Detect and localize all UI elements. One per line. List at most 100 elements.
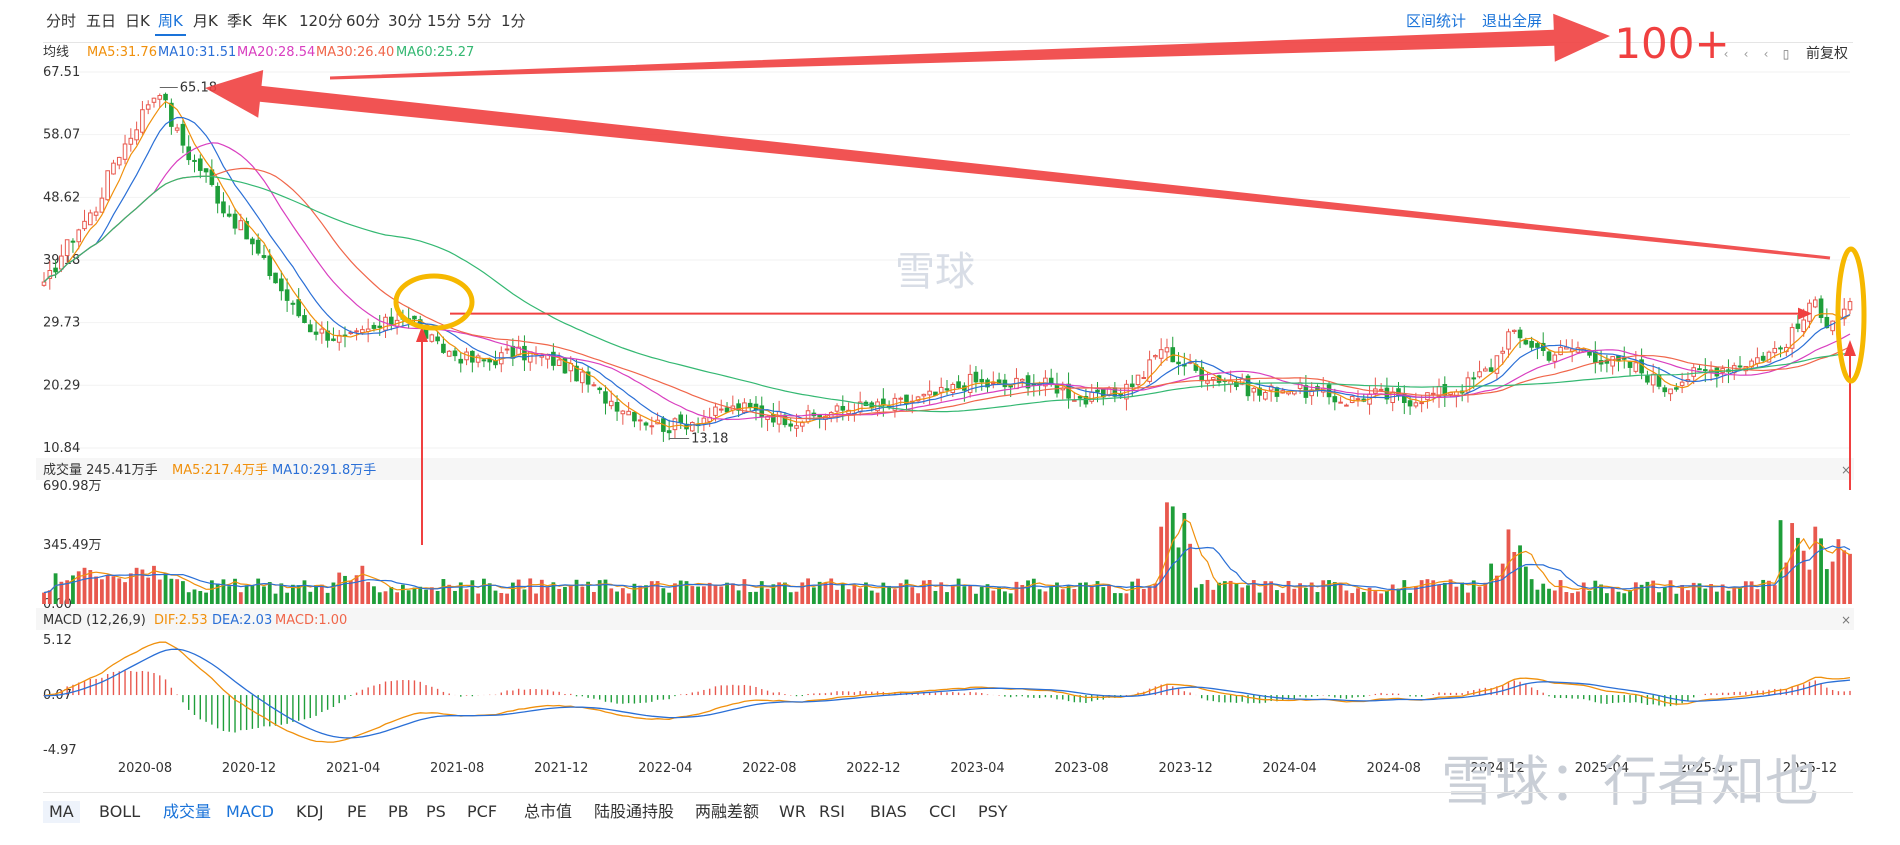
candle-body <box>938 386 944 393</box>
period-tab-6[interactable]: 年K <box>262 12 287 30</box>
volume-bar <box>487 583 492 604</box>
indicator-tab-1[interactable]: BOLL <box>99 802 141 821</box>
volume-bar <box>1147 586 1152 604</box>
volume-bar <box>1495 575 1499 604</box>
volume-bar <box>1043 591 1048 604</box>
candle-body <box>481 359 487 362</box>
volume-bar <box>783 582 787 604</box>
indicator-tab-8[interactable]: PCF <box>467 802 498 821</box>
volume-bar <box>1796 537 1800 604</box>
period-tab-4[interactable]: 月K <box>193 12 218 30</box>
volume-bar <box>1408 592 1412 604</box>
candle-body <box>1506 331 1511 350</box>
period-tab-5[interactable]: 季K <box>227 12 252 30</box>
volume-bar <box>1529 579 1534 604</box>
volume-bar <box>771 584 776 604</box>
candle-body <box>921 393 927 397</box>
candle-body <box>834 405 840 412</box>
price-panel: 均线 MA5:31.76 MA10:31.51 MA20:28.54 MA30:26.4… <box>41 45 1853 456</box>
volume-bar <box>950 585 955 604</box>
volume-bar <box>1749 581 1754 604</box>
high-label: 65.18 <box>180 80 217 95</box>
volume-bar <box>1506 529 1511 604</box>
volume-bar <box>638 585 643 604</box>
candle-body <box>1332 396 1338 403</box>
volume-bar <box>65 580 70 604</box>
indicator-tab-12[interactable]: WR <box>779 802 806 821</box>
candle-body <box>724 407 730 413</box>
volume-bar <box>510 582 515 604</box>
candle-body <box>556 359 562 366</box>
x-tick-label: 2024-12 <box>1471 761 1525 776</box>
volume-bar <box>140 569 145 604</box>
period-tab-9[interactable]: 30分 <box>388 12 423 30</box>
period-tab-7[interactable]: 120分 <box>299 12 343 30</box>
indicator-tab-15[interactable]: CCI <box>929 802 957 821</box>
candle-body <box>666 430 672 434</box>
volume-bar <box>1547 588 1551 604</box>
ma-line-ma5 <box>43 100 1851 428</box>
period-tab-8[interactable]: 60分 <box>346 12 381 30</box>
candle-body <box>1812 299 1818 308</box>
red-arrow-to-high <box>205 70 1831 260</box>
indicator-tab-5[interactable]: PE <box>347 802 367 821</box>
volume-bar <box>921 580 926 604</box>
period-tab-1[interactable]: 五日 <box>86 12 117 30</box>
candle-body <box>904 394 909 405</box>
volume-bar <box>1842 550 1847 604</box>
indicator-tab-4[interactable]: KDJ <box>296 802 324 821</box>
x-tick-label: 2024-04 <box>1263 761 1317 776</box>
x-tick-label: 2020-08 <box>118 761 172 776</box>
volume-bar <box>1413 586 1418 604</box>
indicator-tab-10[interactable]: 陆股通持股 <box>594 802 675 821</box>
candle-body <box>1789 327 1795 349</box>
candle-body <box>377 325 383 328</box>
volume-bar <box>835 589 839 604</box>
indicator-tab-0[interactable]: MA <box>43 801 80 823</box>
x-tick-label: 2025-12 <box>1783 761 1837 776</box>
candle-body <box>140 109 145 133</box>
interval-stats-link[interactable]: 区间统计 <box>1406 12 1467 30</box>
volume-y-tick: 345.49万 <box>43 538 102 553</box>
candle-body <box>192 159 197 162</box>
period-tab-11[interactable]: 5分 <box>467 12 492 30</box>
indicator-tab-6[interactable]: PB <box>388 802 409 821</box>
indicator-tab-14[interactable]: BIAS <box>870 802 907 821</box>
candle-body <box>580 371 585 384</box>
volume-bar <box>1361 591 1366 604</box>
candle-body <box>1251 387 1257 393</box>
period-tab-12[interactable]: 1分 <box>501 12 526 30</box>
volume-bar <box>1002 591 1007 604</box>
indicator-tab-7[interactable]: PS <box>426 802 446 821</box>
volume-bar <box>811 587 816 604</box>
volume-bar <box>1628 589 1632 604</box>
indicator-tab-9[interactable]: 总市值 <box>524 802 573 821</box>
volume-bar <box>684 581 689 604</box>
indicator-tab-11[interactable]: 两融差额 <box>695 802 760 821</box>
candle-body <box>1407 400 1413 407</box>
volume-bar <box>1442 582 1447 604</box>
candle-body <box>718 408 724 411</box>
indicator-tab-2[interactable]: 成交量 <box>163 802 212 821</box>
volume-bar <box>1668 580 1673 604</box>
indicator-tab-3[interactable]: MACD <box>226 802 274 821</box>
volume-bar <box>777 582 782 604</box>
candle-body <box>927 390 932 396</box>
volume-bar <box>1066 585 1071 604</box>
volume-bar <box>754 591 758 604</box>
volume-bar <box>956 578 961 604</box>
volume-bar <box>574 579 579 604</box>
candle-body <box>1043 377 1048 387</box>
indicator-tab-13[interactable]: RSI <box>819 802 845 821</box>
period-tab-0[interactable]: 分时 <box>46 12 77 30</box>
volume-bar <box>82 567 87 604</box>
candle-body <box>1702 369 1708 372</box>
candle-body <box>441 343 446 353</box>
indicator-tab-16[interactable]: PSY <box>978 802 1008 821</box>
target-label: 100+ <box>1614 19 1729 68</box>
volume-bar <box>152 565 156 604</box>
period-tab-3[interactable]: 周K <box>155 8 186 36</box>
period-tab-2[interactable]: 日K <box>125 12 150 30</box>
period-tab-10[interactable]: 15分 <box>427 12 462 30</box>
exit-fullscreen-link[interactable]: 退出全屏 <box>1482 12 1543 30</box>
